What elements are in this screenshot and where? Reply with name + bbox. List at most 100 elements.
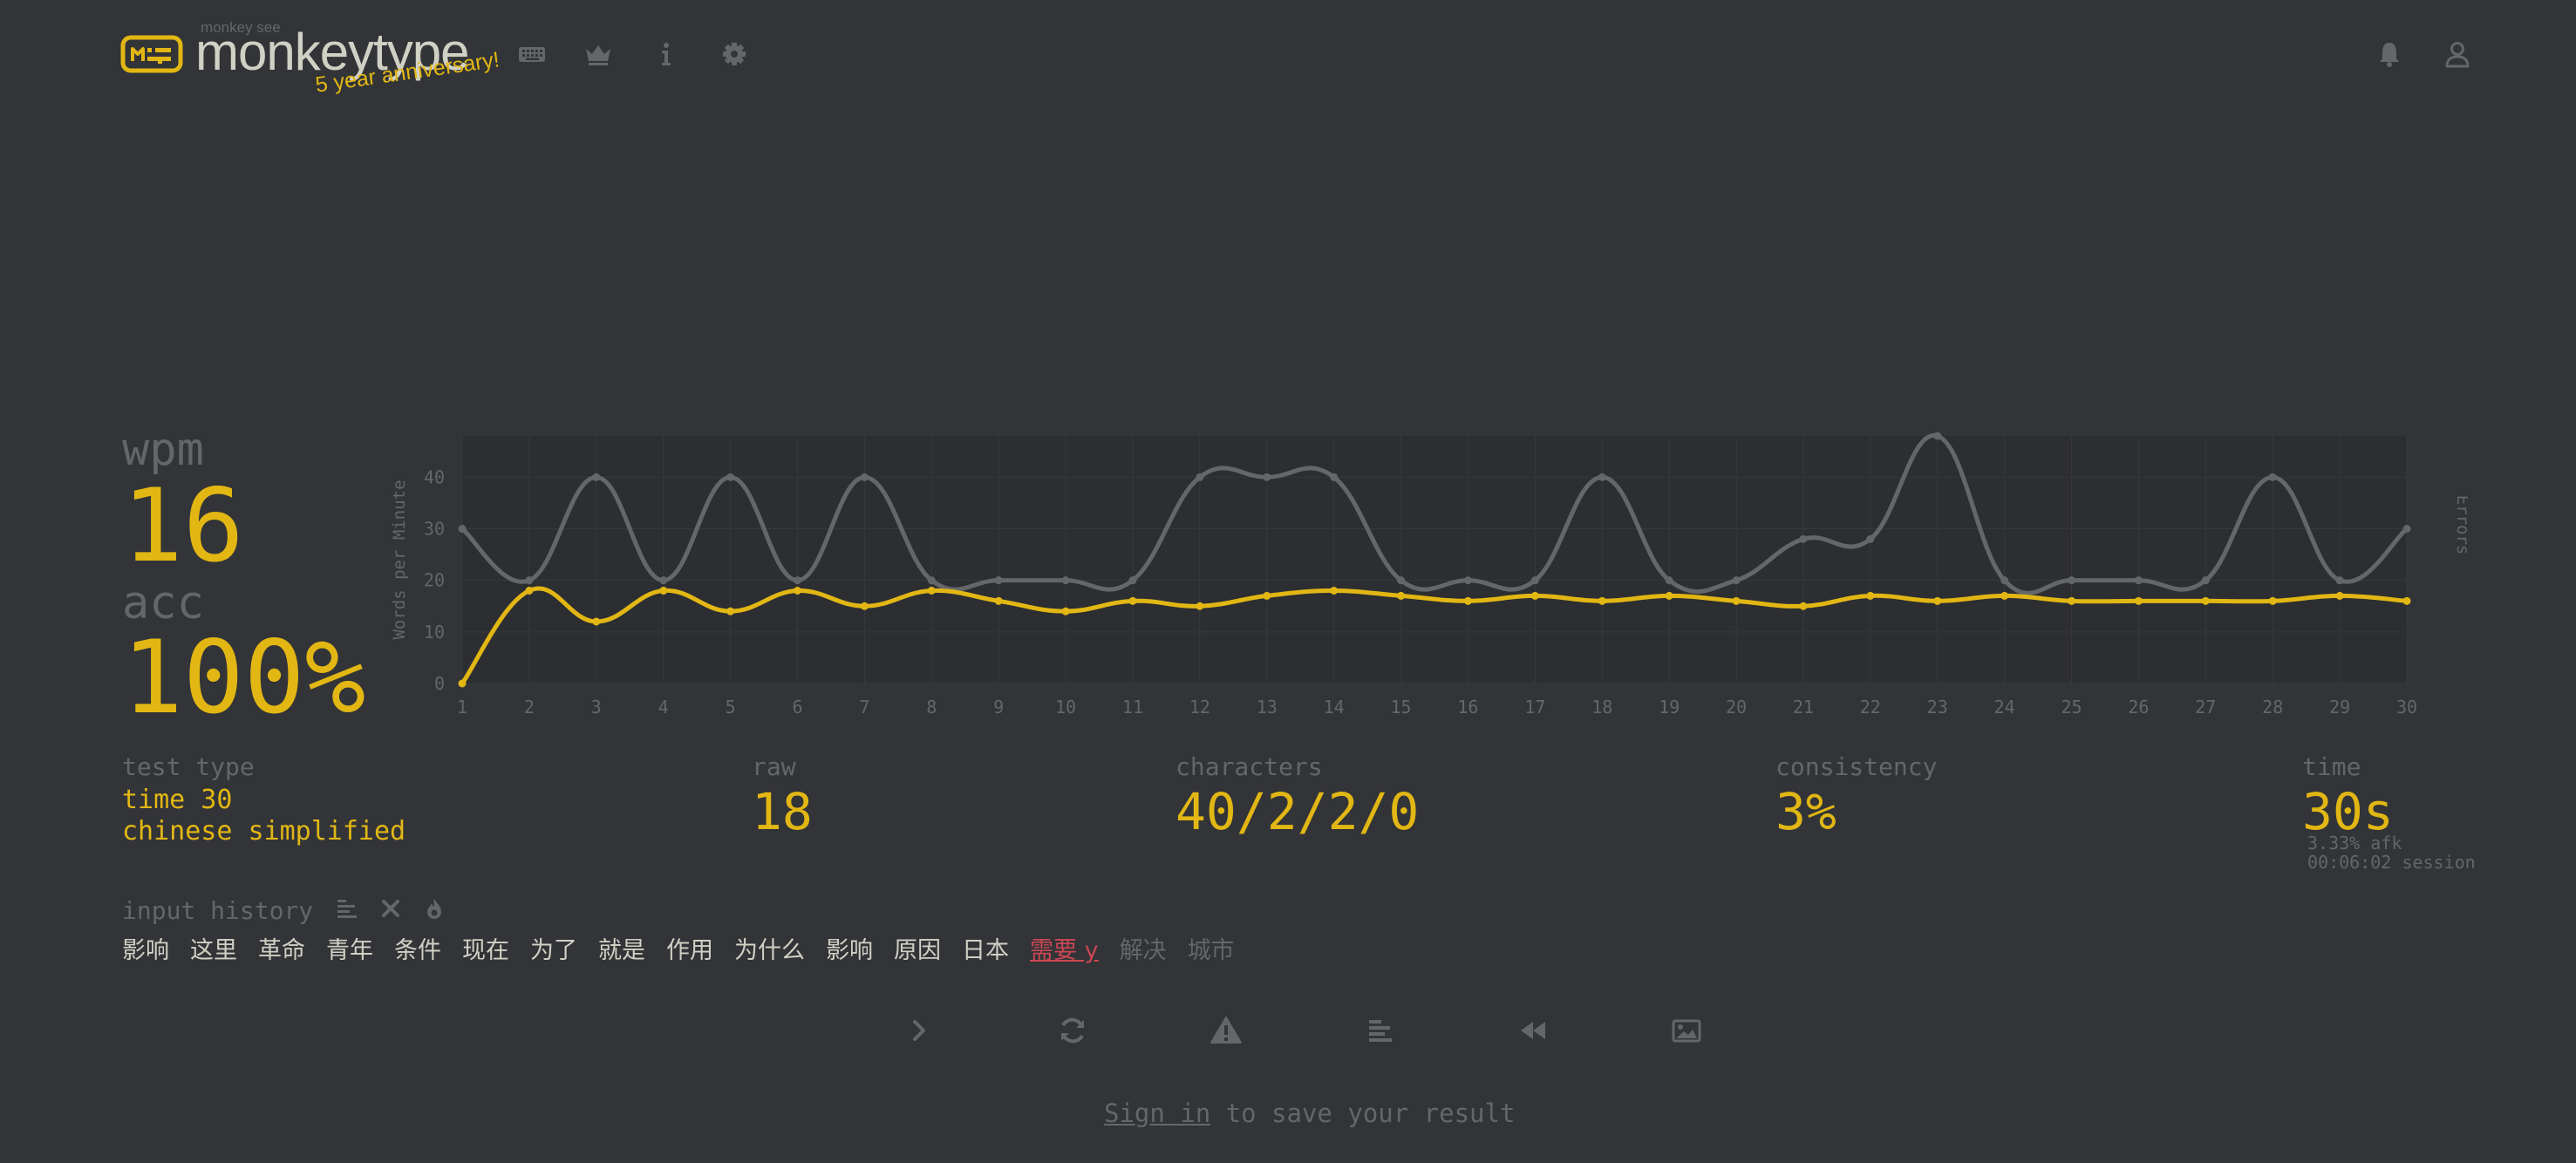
data-point-wpm <box>1128 596 1137 605</box>
data-point-raw <box>927 576 936 585</box>
data-point-wpm <box>1732 596 1741 605</box>
data-point-wpm <box>2000 591 2009 600</box>
fire-icon[interactable] <box>422 896 446 921</box>
logo-icon[interactable] <box>120 35 183 73</box>
gear-icon[interactable] <box>719 38 750 70</box>
x-tick-label: 5 <box>726 697 736 718</box>
data-point-wpm <box>1598 596 1606 605</box>
input-history-words: 影响 这里 革命 青年 条件 现在 为了 就是 作用 为什么 影响 原因 日本 需要 y 解决 城市 <box>122 931 1256 965</box>
acc-label: acc <box>122 577 204 629</box>
x-tick-label: 21 <box>1793 697 1814 718</box>
screenshot-image-icon[interactable] <box>1669 1013 1704 1048</box>
data-point-raw <box>1799 534 1808 543</box>
y-tick-label: 0 <box>434 673 445 694</box>
warning-triangle-icon[interactable] <box>1209 1013 1244 1048</box>
align-left-icon[interactable] <box>335 896 359 921</box>
x-tick-label: 19 <box>1659 697 1680 718</box>
user-icon[interactable] <box>2442 38 2473 70</box>
x-tick-label: 25 <box>2061 697 2082 718</box>
data-point-raw <box>2134 576 2143 585</box>
history-word: 为什么 <box>734 937 805 964</box>
history-word: 为了 <box>530 937 577 964</box>
data-point-wpm <box>1530 591 1539 600</box>
history-word: 条件 <box>394 937 441 964</box>
raw-label: raw <box>752 752 796 781</box>
x-tick-label: 20 <box>1726 697 1747 718</box>
consistency-label: consistency <box>1775 752 1938 781</box>
data-point-wpm <box>1061 607 1070 616</box>
close-icon[interactable] <box>378 896 403 921</box>
signin-link[interactable]: Sign in <box>1104 1098 1211 1128</box>
words-list-icon[interactable] <box>1362 1013 1397 1048</box>
data-point-wpm <box>2134 596 2143 605</box>
history-word: 需要 y <box>1030 937 1099 964</box>
time-label: time <box>2302 752 2361 781</box>
info-icon[interactable] <box>651 38 682 70</box>
x-tick-label: 16 <box>1457 697 1478 718</box>
data-point-raw <box>1196 473 1204 481</box>
signin-text: to save your result <box>1210 1098 1516 1128</box>
data-point-wpm <box>1263 591 1271 600</box>
keyboard-icon[interactable] <box>516 38 548 70</box>
data-point-raw <box>726 473 735 481</box>
data-point-raw <box>2335 576 2344 585</box>
input-history-label: input history <box>122 896 314 925</box>
history-word: 解决 <box>1119 937 1167 964</box>
data-point-raw <box>525 576 534 585</box>
data-point-raw <box>2268 473 2277 481</box>
data-point-wpm <box>1397 591 1406 600</box>
x-tick-label: 4 <box>658 697 669 718</box>
x-tick-label: 11 <box>1122 697 1143 718</box>
x-tick-label: 17 <box>1524 697 1545 718</box>
data-point-raw <box>793 576 801 585</box>
history-word: 青年 <box>326 937 373 964</box>
data-point-raw <box>1732 576 1741 585</box>
data-point-raw <box>1061 576 1070 585</box>
data-point-wpm <box>2268 596 2277 605</box>
next-test-chevron-icon[interactable] <box>902 1013 937 1048</box>
data-point-raw <box>659 576 668 585</box>
x-tick-label: 6 <box>792 697 802 718</box>
bell-icon[interactable] <box>2374 38 2405 70</box>
characters-value: 40/2/2/0 <box>1176 782 1420 841</box>
y-tick-label: 20 <box>424 570 445 591</box>
wpm-value: 16 <box>122 467 244 585</box>
session-time: 00:06:02 session <box>2307 852 2476 873</box>
chart-area <box>462 436 2407 684</box>
restart-refresh-icon[interactable] <box>1055 1013 1090 1048</box>
data-point-raw <box>1263 473 1271 481</box>
data-point-wpm <box>2201 596 2210 605</box>
replay-rewind-icon[interactable] <box>1516 1013 1550 1048</box>
x-tick-label: 14 <box>1324 697 1345 718</box>
x-tick-label: 30 <box>2396 697 2417 718</box>
crown-icon[interactable] <box>583 38 614 70</box>
chart-y2-axis-label: Errors <box>2453 495 2468 555</box>
data-point-wpm <box>1665 591 1673 600</box>
wpm-label: wpm <box>122 424 204 476</box>
data-point-raw <box>2000 576 2009 585</box>
data-point-wpm <box>793 587 801 595</box>
x-tick-label: 9 <box>993 697 1004 718</box>
x-tick-label: 29 <box>2329 697 2350 718</box>
y-tick-label: 40 <box>424 466 445 487</box>
chart-y-ticks: 0 10 20 30 40 <box>424 466 445 694</box>
characters-label: characters <box>1176 752 1323 781</box>
data-point-wpm <box>726 607 735 616</box>
data-point-raw <box>1665 576 1673 585</box>
logo-text[interactable]: monkeytype <box>195 23 469 81</box>
data-point-raw <box>2402 525 2411 533</box>
x-tick-label: 1 <box>457 697 467 718</box>
data-point-wpm <box>525 587 534 595</box>
signin-prompt: Sign in to save your result <box>1104 1098 1515 1128</box>
chart-grid <box>461 436 2408 684</box>
data-point-wpm <box>927 587 936 595</box>
afk-percent: 3.33% afk <box>2307 833 2402 854</box>
chart-y-axis-label: Words per Minute <box>390 479 409 639</box>
consistency-value: 3% <box>1775 782 1837 841</box>
data-point-raw <box>2068 576 2076 585</box>
x-tick-label: 26 <box>2128 697 2149 718</box>
data-point-wpm <box>659 587 668 595</box>
time-value: 30s <box>2302 782 2394 841</box>
history-word: 日本 <box>962 937 1009 964</box>
test-type-mode: time 30 <box>122 785 233 815</box>
